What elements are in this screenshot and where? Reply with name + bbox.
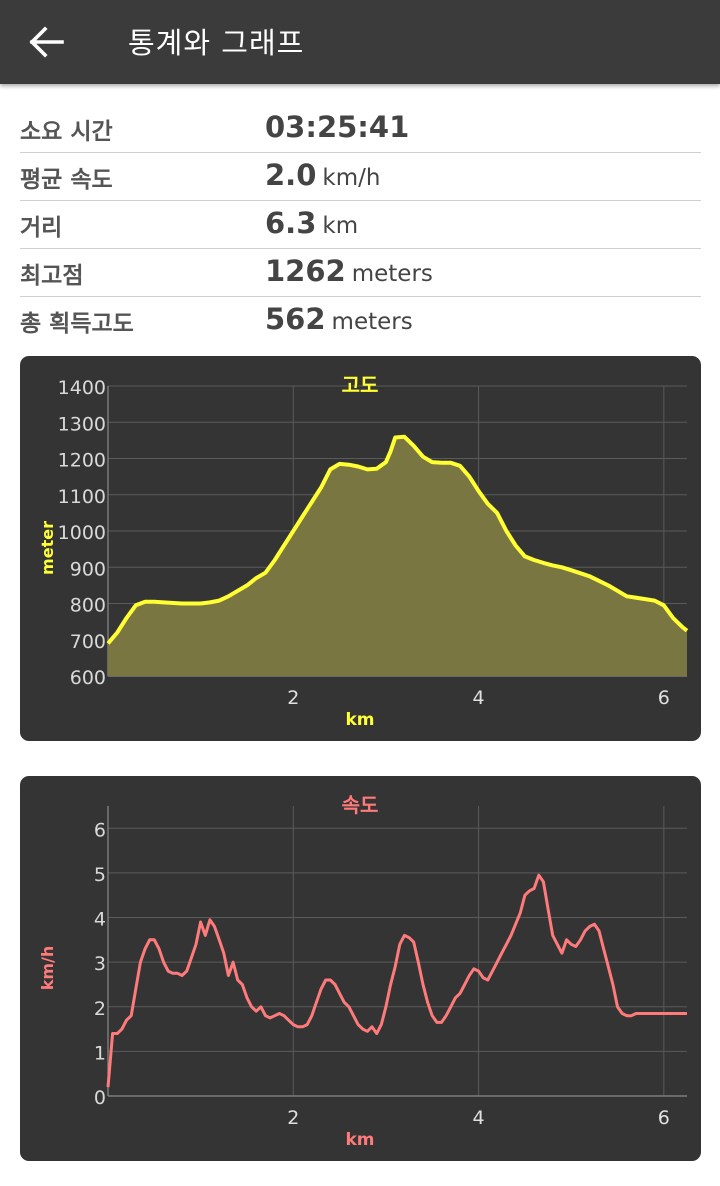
stat-value: 2.0 [265,158,317,192]
altitude-chart-card: 600 700 800 900 1000 1100 1200 1300 1400 2 4 6 고도 km m… [20,356,701,741]
altitude-chart: 600 700 800 900 1000 1100 1200 1300 1400 2 4 6 고도 km m… [38,373,689,730]
chart-title: 속도 [342,793,379,817]
stats-table: 소요 시간 03:25:41 평균 속도 2.0 km/h 거리 6.3 km 최고… [20,106,701,345]
x-tick-label: 6 [658,687,670,709]
y-axis-label: meter [38,521,57,575]
x-tick-label: 2 [287,1107,299,1129]
y-tick-label: 6 [94,819,106,841]
stat-row-avg-speed: 평균 속도 2.0 km/h [20,154,701,201]
arrow-left-icon[interactable] [28,24,68,60]
y-tick-label: 1200 [58,450,106,472]
x-axis-label: km [345,710,374,730]
y-tick-label: 5 [94,864,106,886]
page-title: 통계와 그래프 [128,26,305,60]
y-tick-label: 1400 [58,377,106,399]
stat-value: 562 [265,302,326,336]
altitude-line [106,434,689,645]
chart-title: 고도 [342,373,379,397]
stat-label: 총 획득고도 [20,311,134,337]
stat-unit: km/h [322,165,381,191]
speed-chart-card: 0 1 2 3 4 5 6 2 4 6 속도 km km/h [20,776,701,1161]
y-tick-label: 0 [94,1087,106,1109]
x-tick-label: 4 [473,1107,485,1129]
y-tick-label: 600 [70,667,106,689]
stat-label: 거리 [20,215,63,241]
x-tick-label: 2 [287,687,299,709]
stat-label: 최고점 [20,263,84,289]
stat-value: 1262 [265,254,346,288]
x-axis-label: km [345,1130,374,1150]
stat-row-duration: 소요 시간 03:25:41 [20,106,701,153]
y-tick-label: 4 [94,909,106,931]
stat-unit: km [322,213,359,239]
stat-unit: meters [351,261,433,287]
y-tick-label: 700 [70,631,106,653]
stat-label: 소요 시간 [20,119,113,145]
x-tick-label: 4 [473,687,485,709]
stat-row-distance: 거리 6.3 km [20,202,701,249]
stat-label: 평균 속도 [20,167,113,193]
y-tick-label: 800 [70,595,106,617]
stat-value: 6.3 [265,206,317,240]
y-tick-label: 1 [94,1042,106,1064]
stat-row-total-ascent: 총 획득고도 562 meters [20,298,701,344]
altitude-area-fill [108,436,687,676]
stat-unit: meters [331,309,413,335]
app-bar: 통계와 그래프 [0,0,720,84]
y-tick-label: 3 [94,953,106,975]
y-tick-label: 2 [94,998,106,1020]
y-axis-label: km/h [38,946,57,991]
y-tick-label: 1300 [58,413,106,435]
y-tick-label: 900 [70,558,106,580]
speed-line [106,873,687,1088]
stat-value: 03:25:41 [265,110,410,144]
speed-chart: 0 1 2 3 4 5 6 2 4 6 속도 km km/h [38,793,687,1150]
stat-row-max-altitude: 최고점 1262 meters [20,250,701,297]
y-tick-label: 1100 [58,486,106,508]
x-tick-label: 6 [658,1107,670,1129]
y-tick-label: 1000 [58,522,106,544]
